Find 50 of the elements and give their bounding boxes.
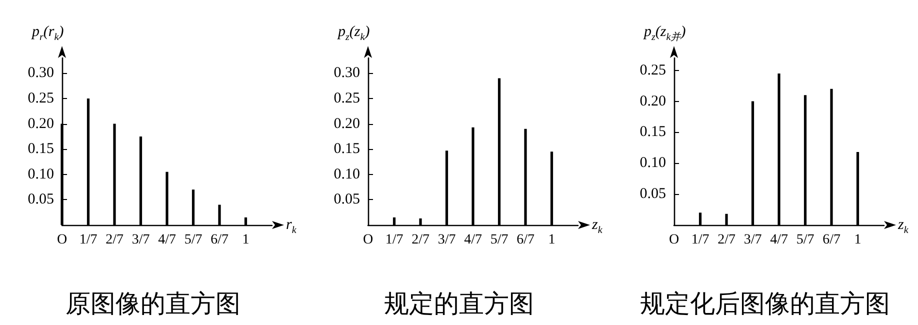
y-tick-label: 0.20 bbox=[28, 116, 54, 132]
x-tick-label: 6/7 bbox=[210, 232, 228, 248]
y-tick-label: 0.30 bbox=[28, 65, 54, 82]
x-tick-label: 2/7 bbox=[106, 232, 124, 248]
x-tick-label: O bbox=[668, 232, 680, 248]
y-tick-label: 0.25 bbox=[334, 90, 360, 106]
x-tick-label: 4/7 bbox=[158, 232, 176, 248]
y-tick-label: 0.20 bbox=[640, 93, 666, 110]
y-axis-title: p$_{r}$(r$_{k}$) bbox=[32, 24, 64, 45]
x-tick-label: 5/7 bbox=[490, 232, 508, 248]
y-tick-label: 0.30 bbox=[334, 65, 360, 82]
y-axis-title: p$_{z}$(z$_{k并}$) bbox=[644, 24, 686, 45]
y-tick-label: 0.15 bbox=[334, 141, 360, 158]
x-tick-label: 4/7 bbox=[464, 232, 482, 248]
x-tick-label: 1 bbox=[242, 232, 250, 248]
x-tick-label: 1/7 bbox=[79, 232, 98, 248]
x-tick-label: 3/7 bbox=[438, 232, 456, 248]
x-tick-label: 2/7 bbox=[412, 232, 430, 248]
text: 原图像的直方图 bbox=[66, 289, 240, 318]
x-tick-label: 1/7 bbox=[385, 232, 404, 248]
y-tick-label: 0.05 bbox=[640, 186, 666, 202]
y-tick-label: 0.25 bbox=[28, 90, 54, 106]
y-tick-label: 0.05 bbox=[28, 192, 54, 208]
y-tick-label: 0.20 bbox=[334, 116, 360, 132]
x-tick-label: 5/7 bbox=[796, 232, 814, 248]
x-tick-label: O bbox=[56, 232, 68, 248]
y-tick-label: 0.25 bbox=[640, 62, 666, 78]
x-axis-title: z$_{k}$ bbox=[592, 217, 602, 238]
y-axis-title: p$_{z}$(z$_{k}$) bbox=[338, 24, 370, 45]
x-tick-label: 3/7 bbox=[744, 232, 762, 248]
text: 规定化后图像的直方图 bbox=[640, 289, 890, 318]
x-tick-label: O bbox=[362, 232, 374, 248]
y-tick-label: 0.10 bbox=[640, 155, 666, 172]
x-axis-title: r$_{k}$ bbox=[286, 217, 296, 238]
x-tick-label: 2/7 bbox=[718, 232, 736, 248]
x-tick-label: 1 bbox=[548, 232, 556, 248]
x-tick-label: 5/7 bbox=[184, 232, 202, 248]
text: 规定的直方图 bbox=[384, 289, 534, 318]
y-tick-label: 0.10 bbox=[28, 166, 54, 182]
y-tick-label: 0.05 bbox=[334, 192, 360, 208]
y-tick-label: 0.15 bbox=[28, 141, 54, 158]
x-tick-label: 3/7 bbox=[132, 232, 150, 248]
x-tick-label: 6/7 bbox=[822, 232, 840, 248]
y-tick-label: 0.10 bbox=[334, 166, 360, 182]
x-tick-label: 1 bbox=[854, 232, 862, 248]
x-axis-title: z$_{k}$ bbox=[898, 217, 908, 238]
x-tick-label: 1/7 bbox=[691, 232, 710, 248]
y-tick-label: 0.15 bbox=[640, 124, 666, 140]
x-tick-label: 4/7 bbox=[770, 232, 788, 248]
x-tick-label: 6/7 bbox=[516, 232, 534, 248]
